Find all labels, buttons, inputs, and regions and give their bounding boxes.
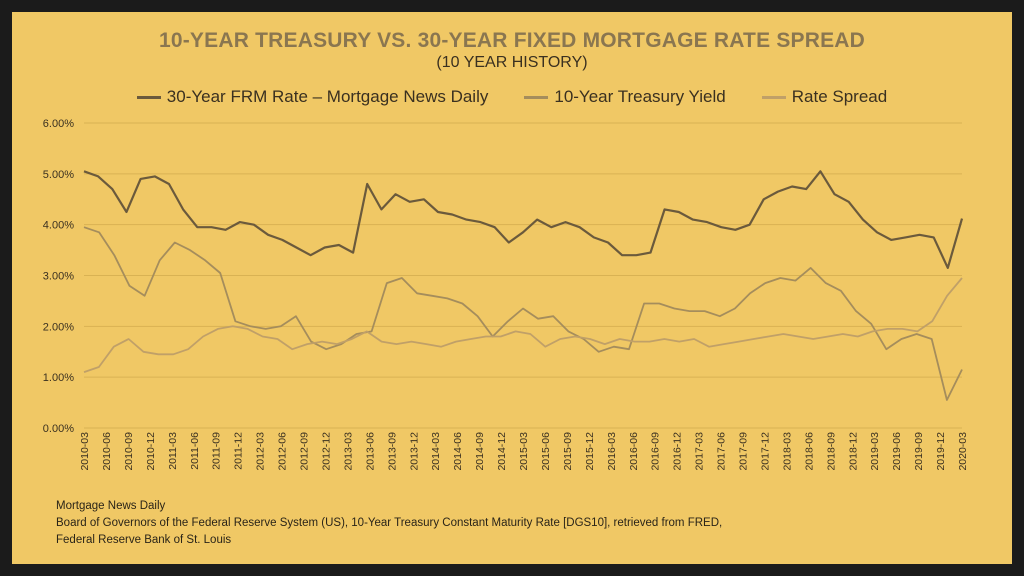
- line-chart: 0.00% 1.00% 2.00% 3.00% 4.00% 5.00% 6.00% 2010…: [43, 118, 969, 471]
- x-tick-label: 2017-03: [694, 432, 706, 471]
- x-tick-label: 2014-03: [430, 432, 442, 471]
- x-tick-label: 2013-09: [386, 432, 398, 471]
- x-tick-label: 2015-12: [584, 432, 596, 471]
- x-tick-label: 2020-03: [957, 432, 969, 471]
- x-tick-label: 2018-06: [803, 432, 815, 471]
- x-tick-label: 2015-03: [518, 432, 530, 471]
- y-tick-label: 5.00%: [43, 169, 74, 181]
- x-tick-label: 2013-12: [408, 432, 420, 471]
- legend-swatch-frm: [136, 95, 161, 99]
- x-tick-label: 2016-12: [672, 432, 684, 471]
- x-tick-label: 2016-03: [606, 432, 618, 471]
- chart-title: 10-YEAR TREASURY VS. 30-YEAR FIXED MORTG…: [158, 29, 866, 52]
- x-tick-label: 2011-03: [167, 432, 179, 470]
- chart-subtitle: (10 YEAR HISTORY): [436, 54, 588, 71]
- series-lines: [83, 170, 964, 401]
- source-line-1: Mortgage News Daily: [56, 500, 166, 512]
- x-tick-label: 2019-06: [891, 432, 903, 471]
- x-axis-ticks: 2010-03 2010-06 2010-09 2010-12 2011-03 2011-…: [79, 432, 969, 471]
- x-tick-label: 2015-09: [562, 432, 574, 471]
- y-tick-label: 0.00%: [43, 423, 74, 435]
- y-tick-label: 6.00%: [43, 118, 74, 130]
- source-line-2: Board of Governors of the Federal Reserv…: [56, 517, 723, 529]
- x-tick-label: 2011-09: [211, 432, 223, 470]
- y-tick-label: 2.00%: [43, 321, 74, 333]
- y-axis-ticks: 0.00% 1.00% 2.00% 3.00% 4.00% 5.00% 6.00%: [43, 118, 74, 435]
- x-tick-label: 2012-12: [320, 432, 332, 471]
- x-tick-label: 2010-03: [79, 432, 91, 471]
- source-line-3: Federal Reserve Bank of St. Louis: [56, 534, 232, 546]
- legend-item-treasury: 10-Year Treasury Yield: [524, 87, 726, 107]
- x-tick-label: 2019-12: [935, 432, 947, 471]
- legend-item-spread: Rate Spread: [761, 87, 888, 107]
- y-tick-label: 4.00%: [43, 220, 74, 232]
- source-notes: Mortgage News Daily Board of Governors o…: [56, 498, 722, 549]
- x-tick-label: 2012-06: [277, 432, 289, 471]
- x-tick-label: 2017-12: [759, 432, 771, 471]
- legend-item-frm: 30-Year FRM Rate – Mortgage News Daily: [136, 87, 489, 107]
- x-tick-label: 2017-06: [716, 432, 728, 471]
- x-tick-label: 2014-12: [496, 432, 508, 471]
- x-tick-label: 2019-09: [913, 432, 925, 471]
- x-tick-label: 2010-09: [123, 432, 135, 471]
- x-tick-label: 2018-03: [781, 432, 793, 471]
- chart-slide: 10-YEAR TREASURY VS. 30-YEAR FIXED MORTG…: [12, 12, 1012, 564]
- x-tick-label: 2017-09: [738, 432, 750, 471]
- legend-label-spread: Rate Spread: [791, 87, 888, 106]
- chart-legend: 30-Year FRM Rate – Mortgage News Daily 1…: [12, 86, 1012, 108]
- x-tick-label: 2018-12: [847, 432, 859, 471]
- x-tick-label: 2013-06: [364, 432, 376, 471]
- x-tick-label: 2015-06: [540, 432, 552, 471]
- series-line-frm: [83, 170, 964, 269]
- grid-lines: [84, 122, 962, 429]
- x-tick-label: 2018-09: [825, 432, 837, 471]
- x-tick-label: 2014-06: [452, 432, 464, 471]
- legend-swatch-treasury: [524, 95, 549, 99]
- x-tick-label: 2014-09: [474, 432, 486, 471]
- x-tick-label: 2012-09: [299, 432, 311, 471]
- series-line-spread: [83, 277, 963, 373]
- y-tick-label: 1.00%: [43, 372, 74, 384]
- x-tick-label: 2013-03: [342, 432, 354, 471]
- x-tick-label: 2016-09: [650, 432, 662, 471]
- legend-label-treasury: 10-Year Treasury Yield: [554, 87, 726, 106]
- legend-label-frm: 30-Year FRM Rate – Mortgage News Daily: [166, 87, 489, 106]
- x-tick-label: 2010-12: [145, 432, 157, 471]
- y-tick-label: 3.00%: [43, 271, 74, 283]
- x-tick-label: 2016-06: [628, 432, 640, 471]
- x-tick-label: 2011-12: [233, 432, 245, 470]
- x-tick-label: 2010-06: [101, 432, 113, 471]
- legend-swatch-spread: [761, 95, 786, 99]
- x-tick-label: 2019-03: [869, 432, 881, 471]
- x-tick-label: 2011-06: [189, 432, 201, 470]
- series-line-treasury: [83, 226, 963, 401]
- x-tick-label: 2012-03: [255, 432, 267, 471]
